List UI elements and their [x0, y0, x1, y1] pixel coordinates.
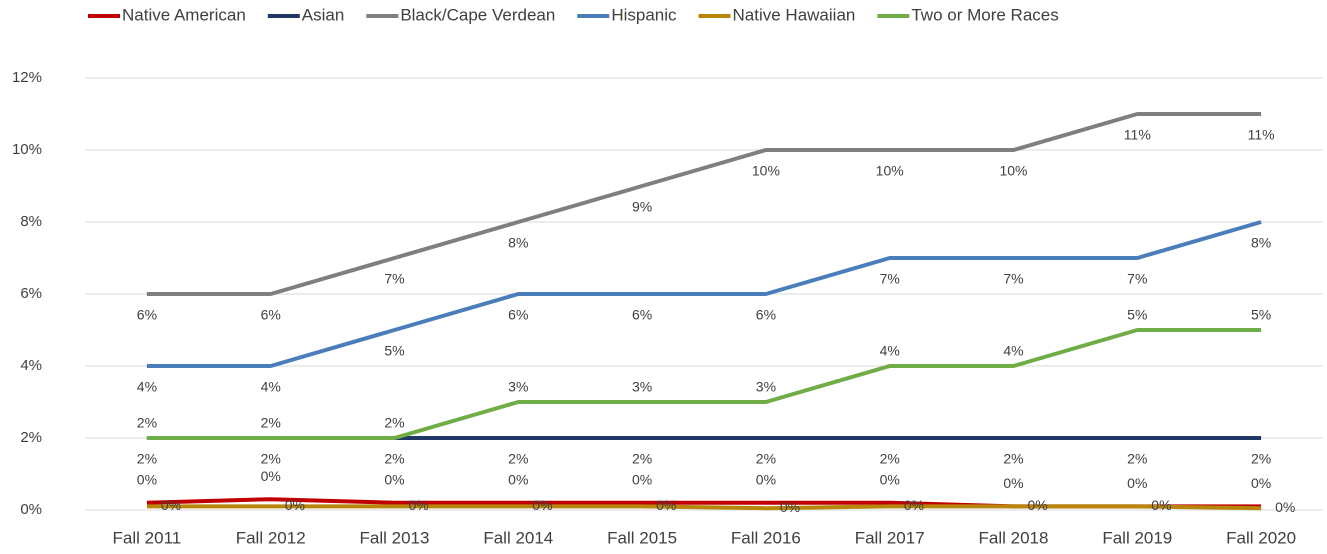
data-label: 8%: [1251, 235, 1271, 251]
data-label: 0%: [632, 472, 652, 488]
data-label: 2%: [384, 415, 404, 431]
data-label: 7%: [1003, 271, 1023, 287]
data-label: 0%: [161, 497, 181, 513]
data-label: 7%: [880, 271, 900, 287]
x-tick-label: Fall 2019: [1102, 528, 1172, 547]
data-label: 10%: [752, 163, 780, 179]
series-line: [146, 220, 1262, 368]
data-label: 0%: [409, 497, 429, 513]
data-label: 0%: [1251, 475, 1271, 491]
data-label: 10%: [999, 163, 1027, 179]
data-label: 2%: [137, 415, 157, 431]
y-tick-label: 10%: [12, 141, 42, 158]
data-label: 4%: [880, 343, 900, 359]
legend-label: Asian: [302, 5, 345, 24]
data-label: 2%: [137, 451, 157, 467]
data-label: 0%: [1028, 497, 1048, 513]
data-label: 2%: [756, 451, 776, 467]
data-label: 6%: [508, 307, 528, 323]
data-label: 0%: [1127, 475, 1147, 491]
data-label: 0%: [285, 497, 305, 513]
data-label: 11%: [1124, 127, 1151, 143]
legend-label: Hispanic: [611, 5, 677, 24]
data-label: 0%: [756, 472, 776, 488]
y-tick-label: 12%: [12, 69, 42, 86]
y-tick-label: 0%: [20, 501, 42, 518]
data-label: 6%: [261, 307, 281, 323]
data-label: 3%: [632, 379, 652, 395]
x-tick-label: Fall 2016: [731, 528, 801, 547]
data-label: 6%: [632, 307, 652, 323]
data-label: 5%: [384, 343, 404, 359]
x-tick-label: Fall 2015: [607, 528, 677, 547]
data-label: 0%: [532, 497, 552, 513]
series-line: [146, 328, 1262, 440]
data-label: 0%: [904, 497, 924, 513]
data-label: 2%: [1251, 451, 1271, 467]
legend-label: Black/Cape Verdean: [400, 5, 555, 24]
data-label: 0%: [508, 472, 528, 488]
data-label: 5%: [1127, 307, 1147, 323]
data-label: 2%: [508, 451, 528, 467]
data-label: 2%: [880, 451, 900, 467]
data-label: 0%: [137, 472, 157, 488]
y-tick-label: 2%: [20, 429, 42, 446]
data-label: 0%: [780, 499, 800, 515]
data-label: 11%: [1248, 127, 1275, 143]
x-tick-label: Fall 2018: [979, 528, 1049, 547]
data-label: 2%: [632, 451, 652, 467]
data-label: 4%: [137, 379, 157, 395]
y-tick-label: 4%: [20, 357, 42, 374]
y-tick-label: 8%: [20, 213, 42, 230]
data-label: 9%: [632, 199, 652, 215]
x-tick-label: Fall 2014: [483, 528, 553, 547]
data-label: 0%: [1003, 475, 1023, 491]
x-tick-label: Fall 2020: [1226, 528, 1296, 547]
data-label: 2%: [1003, 451, 1023, 467]
data-label: 10%: [876, 163, 904, 179]
legend-label: Native Hawaiian: [733, 5, 856, 24]
data-label: 2%: [261, 415, 281, 431]
data-label: 0%: [1275, 499, 1295, 515]
data-label: 2%: [261, 451, 281, 467]
data-label: 0%: [261, 468, 281, 484]
data-label: 4%: [261, 379, 281, 395]
x-tick-label: Fall 2013: [360, 528, 430, 547]
data-label: 0%: [656, 497, 676, 513]
series-line: [146, 112, 1262, 296]
data-label: 6%: [137, 307, 157, 323]
data-label: 3%: [756, 379, 776, 395]
series-line: [146, 504, 1262, 511]
x-tick-label: Fall 2017: [855, 528, 925, 547]
data-label: 4%: [1003, 343, 1023, 359]
legend-label: Two or More Races: [911, 5, 1058, 24]
data-label: 3%: [508, 379, 528, 395]
x-tick-label: Fall 2012: [236, 528, 306, 547]
data-label: 2%: [1127, 451, 1147, 467]
data-label: 5%: [1251, 307, 1271, 323]
data-label: 6%: [756, 307, 776, 323]
legend-label: Native American: [122, 5, 246, 24]
data-label: 8%: [508, 235, 528, 251]
x-tick-label: Fall 2011: [113, 528, 182, 547]
data-label: 0%: [880, 472, 900, 488]
data-label: 0%: [384, 472, 404, 488]
data-label: 7%: [1127, 271, 1147, 287]
y-tick-label: 6%: [20, 285, 42, 302]
data-label: 2%: [384, 451, 404, 467]
data-label: 7%: [384, 271, 404, 287]
data-label: 0%: [1151, 497, 1171, 513]
